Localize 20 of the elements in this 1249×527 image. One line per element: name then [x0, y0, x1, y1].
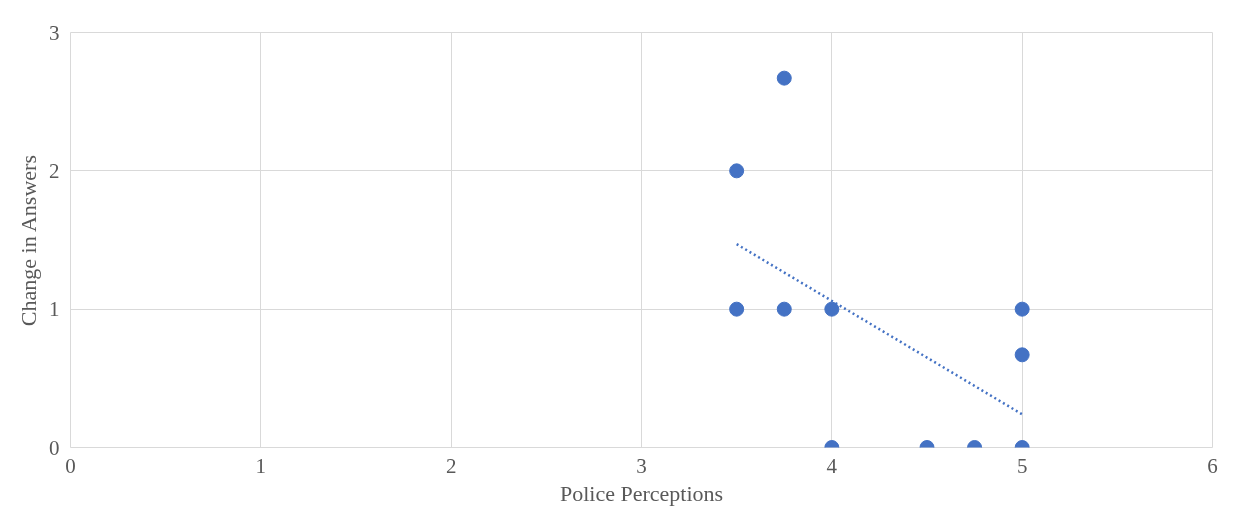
point — [1014, 347, 1030, 363]
x-tick-label: 4 — [826, 453, 838, 478]
y-tick-label: 0 — [49, 435, 60, 460]
point — [776, 301, 792, 317]
point — [729, 163, 745, 179]
x-tick-label: 1 — [255, 453, 267, 478]
x-tick-label: 3 — [636, 453, 647, 478]
y-tick-label: 1 — [49, 297, 60, 322]
point — [1014, 301, 1030, 317]
y-tick-label: 2 — [49, 158, 60, 183]
point — [729, 301, 745, 317]
y-tick-label: 3 — [49, 20, 60, 45]
x-tick-label: 2 — [445, 453, 457, 478]
x-tick-label: 0 — [65, 453, 76, 478]
x-tick-label: 5 — [1016, 453, 1028, 478]
point — [824, 301, 840, 317]
y-axis-title: Change in Answers — [16, 155, 41, 327]
x-tick-label: 6 — [1207, 453, 1218, 478]
x-axis-title: Police Perceptions — [559, 480, 724, 506]
point — [776, 70, 792, 86]
